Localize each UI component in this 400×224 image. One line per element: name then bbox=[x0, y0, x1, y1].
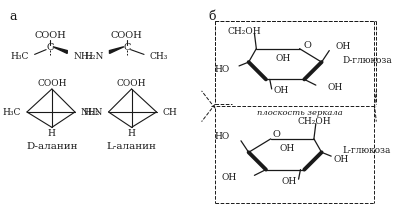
Text: H: H bbox=[48, 129, 56, 138]
Text: H₂N: H₂N bbox=[84, 52, 104, 61]
Text: COOH: COOH bbox=[34, 31, 66, 40]
Text: H₃C: H₃C bbox=[3, 108, 21, 116]
Text: OH: OH bbox=[333, 155, 348, 164]
Text: NH₂: NH₂ bbox=[81, 108, 100, 116]
Text: D-глюкоза: D-глюкоза bbox=[343, 56, 392, 65]
Text: OH: OH bbox=[335, 42, 350, 51]
Text: OH: OH bbox=[281, 177, 296, 186]
Text: OH: OH bbox=[280, 144, 295, 153]
Polygon shape bbox=[110, 47, 124, 54]
Text: H₃C: H₃C bbox=[10, 52, 29, 61]
Text: OH: OH bbox=[327, 83, 343, 92]
Text: плоскость зеркала: плоскость зеркала bbox=[257, 109, 342, 117]
Text: C: C bbox=[46, 43, 54, 52]
Text: CH: CH bbox=[162, 108, 177, 116]
Text: OH: OH bbox=[222, 173, 237, 182]
Text: O: O bbox=[303, 41, 311, 50]
Text: C: C bbox=[123, 43, 130, 52]
Text: CH₂OH: CH₂OH bbox=[228, 27, 262, 36]
Text: NH₂: NH₂ bbox=[73, 52, 92, 61]
Text: L-аланин: L-аланин bbox=[107, 142, 156, 151]
Text: H: H bbox=[128, 129, 136, 138]
Polygon shape bbox=[53, 47, 67, 54]
Text: б: б bbox=[208, 10, 216, 23]
Text: а: а bbox=[10, 10, 17, 23]
Text: COOH: COOH bbox=[37, 79, 67, 88]
Text: OH: OH bbox=[276, 54, 291, 63]
Text: L-глюкоза: L-глюкоза bbox=[343, 146, 391, 155]
Text: HO: HO bbox=[214, 65, 230, 74]
Text: COOH: COOH bbox=[111, 31, 143, 40]
Text: CH₂OH: CH₂OH bbox=[297, 117, 331, 126]
Text: O: O bbox=[272, 129, 280, 139]
Text: H₂N: H₂N bbox=[83, 108, 103, 116]
Text: HO: HO bbox=[214, 132, 230, 141]
Text: COOH: COOH bbox=[117, 79, 146, 88]
Text: CH₃: CH₃ bbox=[150, 52, 168, 61]
Text: D-аланин: D-аланин bbox=[26, 142, 78, 151]
Text: OH: OH bbox=[274, 86, 289, 95]
